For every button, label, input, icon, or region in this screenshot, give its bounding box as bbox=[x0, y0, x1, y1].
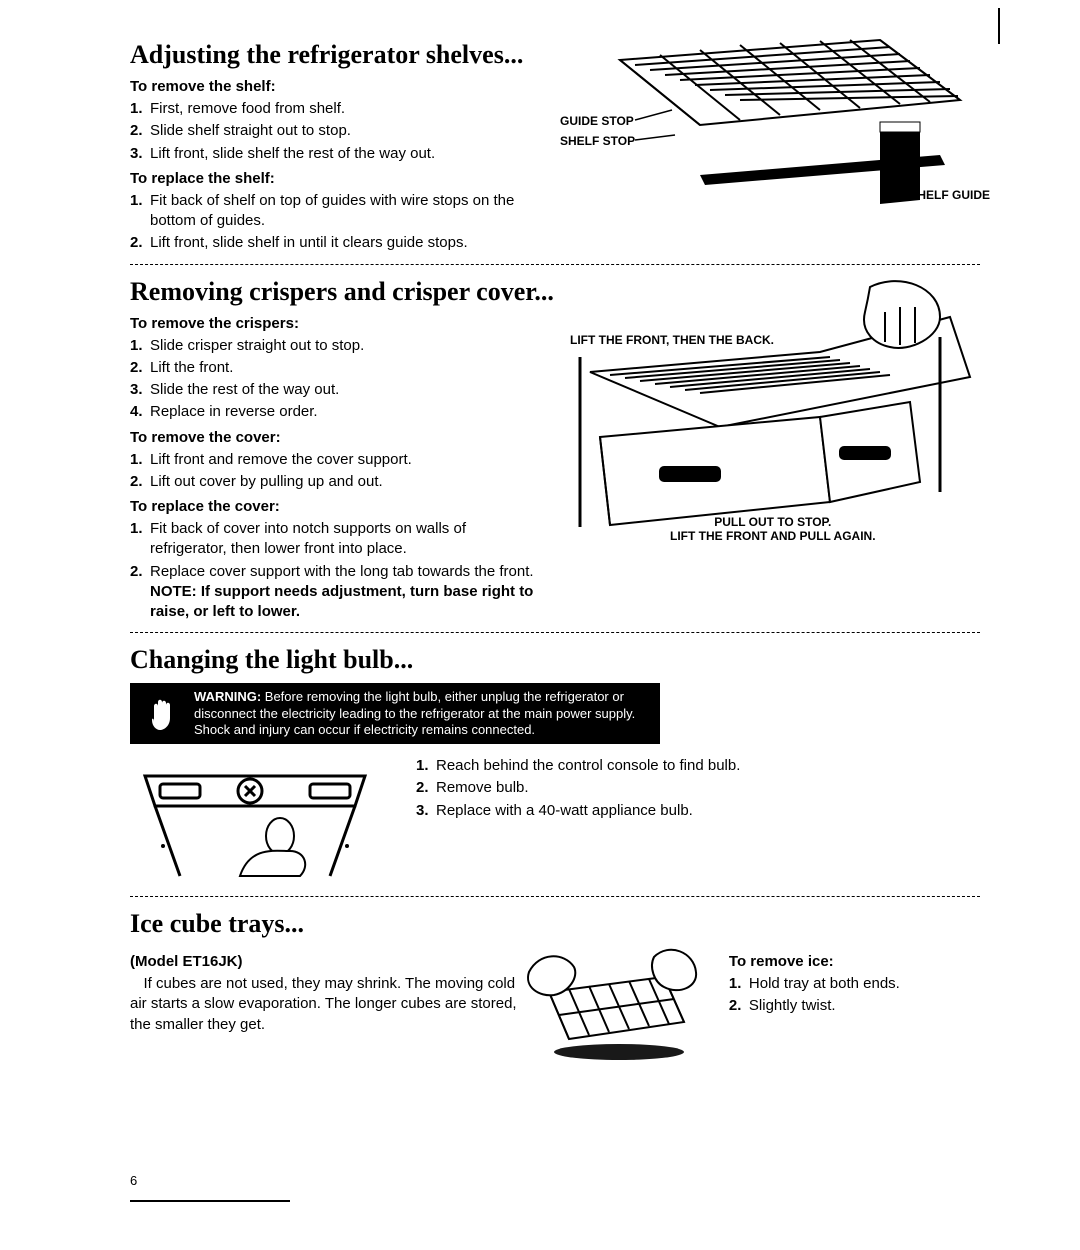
footer-rule bbox=[130, 1200, 290, 1202]
step-text: Fit back of shelf on top of guides with … bbox=[150, 192, 514, 229]
sub-replace-shelf: To replace the shelf: bbox=[130, 170, 550, 187]
figure-ice-tray bbox=[524, 937, 704, 1067]
list-item: 1.Fit back of cover into notch supports … bbox=[130, 519, 540, 560]
sub-replace-cover: To replace the cover: bbox=[130, 498, 540, 515]
step-text: Reach behind the control console to find… bbox=[436, 757, 740, 774]
warning-text: WARNING: Before removing the light bulb,… bbox=[194, 689, 650, 738]
list-bulb-steps: 1.Reach behind the control console to fi… bbox=[416, 756, 980, 821]
step-text: Slide shelf straight out to stop. bbox=[150, 122, 351, 139]
list-item: 1.Lift front and remove the cover suppor… bbox=[130, 450, 540, 470]
list-item: 2.Remove bulb. bbox=[416, 778, 980, 798]
list-item: 1.First, remove food from shelf. bbox=[130, 99, 550, 119]
step-text: Hold tray at both ends. bbox=[749, 975, 900, 992]
list-replace-shelf: 1.Fit back of shelf on top of guides wit… bbox=[130, 191, 550, 254]
list-remove-shelf: 1.First, remove food from shelf. 2.Slide… bbox=[130, 99, 550, 164]
caption-line: LIFT THE FRONT AND PULL AGAIN. bbox=[670, 529, 876, 543]
list-item: 2.Lift front, slide shelf in until it cl… bbox=[130, 233, 550, 253]
list-item: 3.Slide the rest of the way out. bbox=[130, 380, 540, 400]
page-number: 6 bbox=[130, 1173, 137, 1188]
list-item: 3.Lift front, slide shelf the rest of th… bbox=[130, 144, 550, 164]
model-label: (Model ET16JK) bbox=[130, 953, 520, 970]
heading-light-bulb: Changing the light bulb... bbox=[130, 645, 980, 675]
divider bbox=[130, 264, 980, 265]
step-text: Lift front, slide shelf in until it clea… bbox=[150, 234, 468, 251]
list-item: 2.Slide shelf straight out to stop. bbox=[130, 121, 550, 141]
step-text: Replace in reverse order. bbox=[150, 403, 318, 420]
label-guide-stop: GUIDE STOP bbox=[560, 114, 634, 128]
warning-lead: WARNING: bbox=[194, 689, 265, 704]
hand-stop-icon bbox=[140, 692, 184, 736]
list-item: 2.Lift out cover by pulling up and out. bbox=[130, 472, 540, 492]
divider bbox=[130, 632, 980, 633]
step-note: NOTE: If support needs adjustment, turn … bbox=[150, 583, 533, 620]
list-item: 1.Fit back of shelf on top of guides wit… bbox=[130, 191, 550, 232]
list-item: 4.Replace in reverse order. bbox=[130, 402, 540, 422]
step-text: Remove bulb. bbox=[436, 779, 529, 796]
list-item: 3.Replace with a 40-watt appliance bulb. bbox=[416, 801, 980, 821]
step-text: Fit back of cover into notch supports on… bbox=[150, 520, 466, 557]
step-text: Replace cover support with the long tab … bbox=[150, 563, 534, 580]
section-crispers: Removing crispers and crisper cover... T… bbox=[130, 277, 980, 623]
sub-remove-shelf: To remove the shelf: bbox=[130, 78, 550, 95]
ice-tray-para: If cubes are not used, they may shrink. … bbox=[130, 974, 520, 1035]
list-item: 1.Hold tray at both ends. bbox=[729, 974, 959, 994]
list-remove-crispers: 1.Slide crisper straight out to stop. 2.… bbox=[130, 336, 540, 423]
list-item: 2.Replace cover support with the long ta… bbox=[130, 562, 540, 623]
figure-crisper: LIFT THE FRONT, THEN THE BACK. PULL OUT … bbox=[570, 277, 980, 547]
divider bbox=[130, 896, 980, 897]
label-shelf-stop: SHELF STOP bbox=[560, 134, 635, 148]
step-text: Lift out cover by pulling up and out. bbox=[150, 473, 383, 490]
list-item: 2.Lift the front. bbox=[130, 358, 540, 378]
section-light-bulb: Changing the light bulb... WARNING: Befo… bbox=[130, 645, 980, 886]
list-item: 2.Slightly twist. bbox=[729, 996, 959, 1016]
step-text: Slide crisper straight out to stop. bbox=[150, 337, 364, 354]
sub-remove-cover: To remove the cover: bbox=[130, 429, 540, 446]
step-text: Slide the rest of the way out. bbox=[150, 381, 339, 398]
step-text: Slightly twist. bbox=[749, 997, 836, 1014]
step-text: Lift front, slide shelf the rest of the … bbox=[150, 145, 435, 162]
step-text: Replace with a 40-watt appliance bulb. bbox=[436, 802, 693, 819]
caption-pull-out: PULL OUT TO STOP. LIFT THE FRONT AND PUL… bbox=[670, 515, 876, 544]
step-text: Lift the front. bbox=[150, 359, 233, 376]
figure-bulb bbox=[130, 756, 380, 886]
list-item: 1.Slide crisper straight out to stop. bbox=[130, 336, 540, 356]
sub-remove-ice: To remove ice: bbox=[729, 953, 959, 970]
step-text: First, remove food from shelf. bbox=[150, 100, 345, 117]
list-item: 1.Reach behind the control console to fi… bbox=[416, 756, 980, 776]
sub-remove-crispers: To remove the crispers: bbox=[130, 315, 540, 332]
heading-ice-trays: Ice cube trays... bbox=[130, 909, 980, 939]
step-text: Lift front and remove the cover support. bbox=[150, 451, 412, 468]
list-replace-cover: 1.Fit back of cover into notch supports … bbox=[130, 519, 540, 622]
warning-box: WARNING: Before removing the light bulb,… bbox=[130, 683, 660, 744]
list-remove-ice: 1.Hold tray at both ends. 2.Slightly twi… bbox=[729, 974, 959, 1017]
list-remove-cover: 1.Lift front and remove the cover suppor… bbox=[130, 450, 540, 493]
caption-lift-front-back: LIFT THE FRONT, THEN THE BACK. bbox=[570, 333, 774, 347]
section-ice-trays: Ice cube trays... (Model ET16JK) If cube… bbox=[130, 909, 980, 1067]
caption-line: PULL OUT TO STOP. bbox=[714, 515, 831, 529]
section-adjusting-shelves: Adjusting the refrigerator shelves... To… bbox=[130, 40, 980, 254]
label-shelf-guide: SHELF GUIDE bbox=[909, 188, 990, 202]
figure-shelf: GUIDE STOP SHELF STOP SHELF GUIDE bbox=[580, 30, 980, 230]
corner-rule bbox=[998, 8, 1000, 44]
